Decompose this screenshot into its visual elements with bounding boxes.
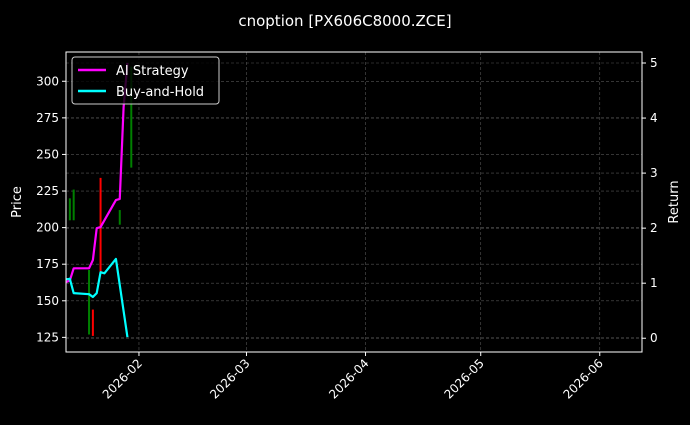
series-line-ai-strategy [65, 62, 129, 284]
plot-frame [65, 51, 643, 353]
x-tick-label: 2026-04 [326, 356, 371, 401]
y-tick-label-left: 250 [36, 147, 59, 161]
y-tick-label-left: 300 [36, 74, 59, 88]
legend: AI Strategy Buy-and-Hold [71, 56, 220, 105]
y-tick-label-right: 0 [650, 331, 658, 345]
y-tick-label-left: 200 [36, 221, 59, 235]
x-tick-label: 2026-02 [100, 356, 145, 401]
y-axis-right-label: Return [667, 180, 682, 223]
y-tick-label-right: 5 [650, 56, 658, 70]
y-tick-label-left: 125 [36, 330, 59, 344]
legend-label-ai: AI Strategy [116, 64, 189, 79]
legend-label-bh: Buy-and-Hold [116, 85, 204, 100]
x-tick-label: 2026-03 [207, 356, 252, 401]
y-tick-label-left: 150 [36, 294, 59, 308]
y-tick-label-left: 175 [36, 257, 59, 271]
y-tick-label-right: 2 [650, 221, 658, 235]
x-tick-label: 2026-05 [441, 356, 486, 401]
chart-title: cnoption [PX606C8000.ZCE] [238, 12, 451, 30]
series-line-buy-and-hold [65, 257, 129, 338]
y-tick-label-left: 275 [36, 111, 59, 125]
y-tick-label-right: 3 [650, 166, 658, 180]
x-tick-label: 2026-06 [561, 356, 606, 401]
y-tick-label-left: 225 [36, 184, 59, 198]
y-tick-label-right: 4 [650, 111, 658, 125]
y-tick-label-right: 1 [650, 276, 658, 290]
y-axis-left-label: Price [10, 186, 25, 218]
